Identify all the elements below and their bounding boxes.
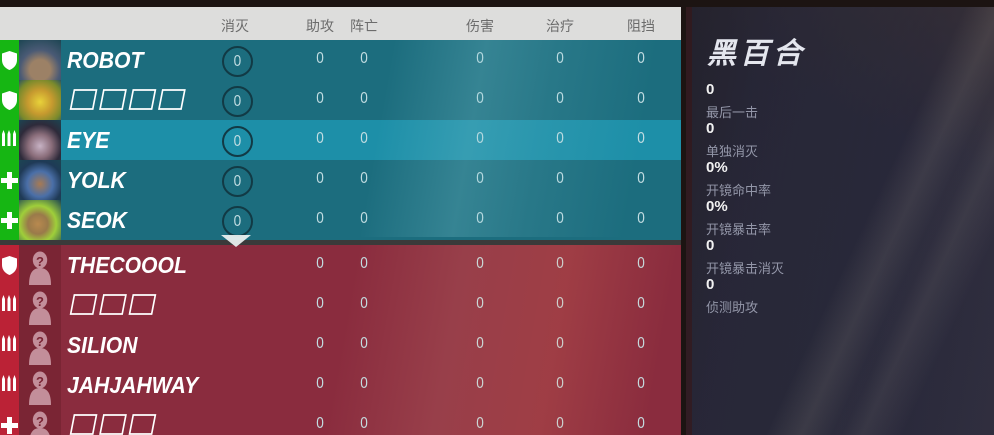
svg-text:?: ? xyxy=(36,414,44,429)
svg-text:?: ? xyxy=(36,374,44,389)
svg-text:?: ? xyxy=(36,294,44,309)
svg-text:?: ? xyxy=(36,334,44,349)
svg-text:?: ? xyxy=(36,254,44,269)
